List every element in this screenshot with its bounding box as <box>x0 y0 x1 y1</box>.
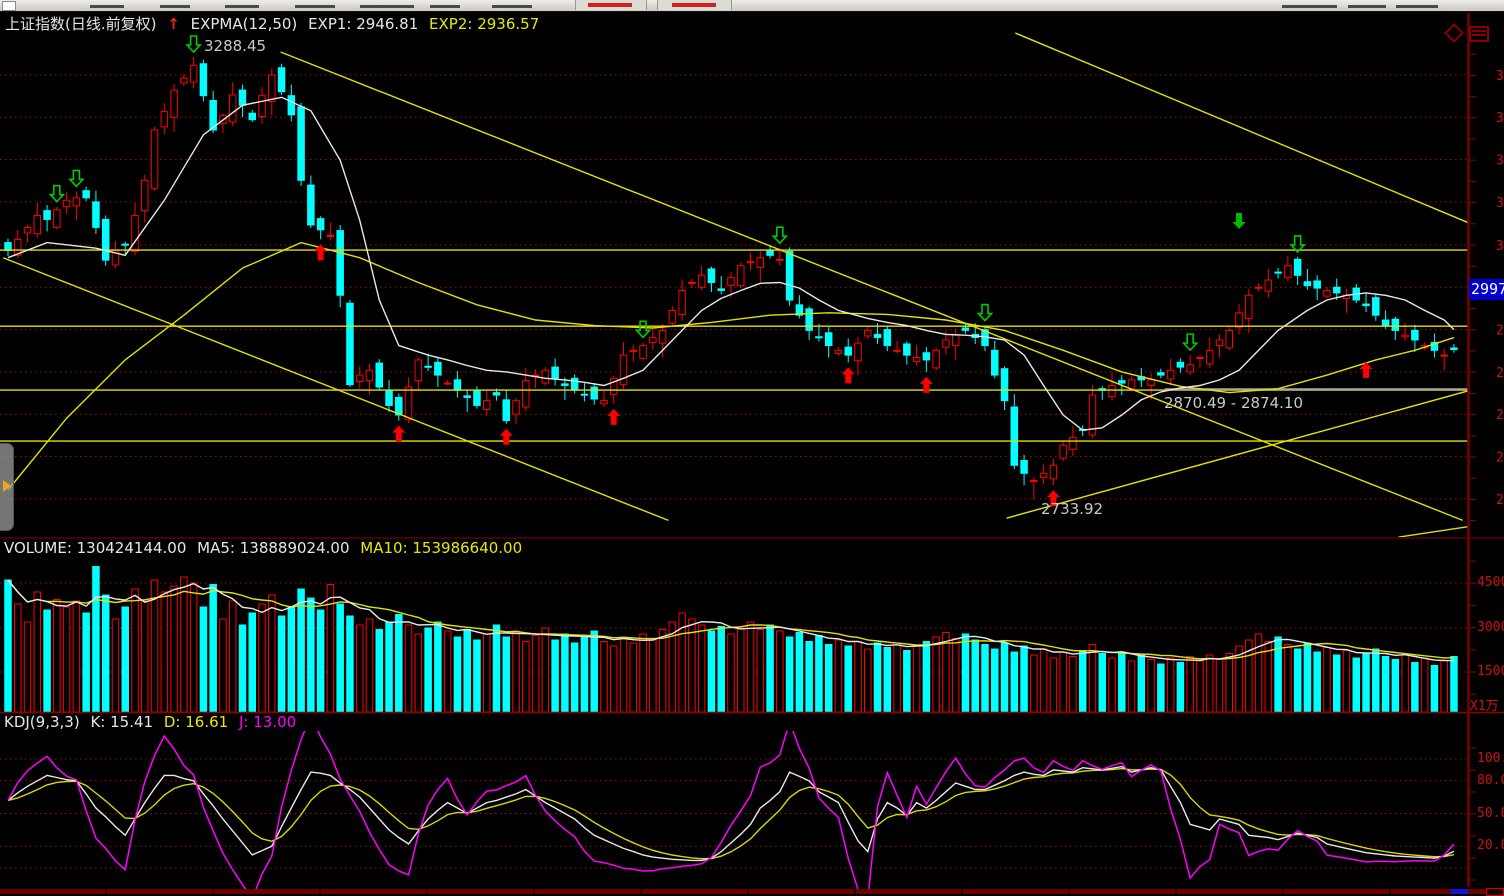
volume-pane-header: VOLUME: 130424144.00 MA5: 138889024.00 M… <box>4 539 528 557</box>
pane-layout-icon[interactable] <box>1469 26 1489 42</box>
kdj-indicator-name[interactable]: KDJ(9,3,3) <box>4 713 80 731</box>
exp1-value: EXP1: 2946.81 <box>308 15 419 33</box>
menu-item[interactable] <box>1348 5 1386 8</box>
volume-unit-label: X1万 <box>1470 699 1499 714</box>
svg-text:2788.00: 2788.00 <box>1496 451 1504 466</box>
indicator-name[interactable]: EXPMA(12,50) <box>190 15 298 33</box>
menu-item[interactable] <box>492 5 532 8</box>
menu-item[interactable] <box>1282 5 1337 8</box>
svg-text:3053.00: 3053.00 <box>1496 239 1504 254</box>
expand-right-icon <box>3 480 11 492</box>
volume-axis-label: 30000 <box>1477 620 1504 635</box>
svg-text:3160.00: 3160.00 <box>1496 154 1504 169</box>
volume-axis-label: 15000 <box>1477 664 1504 679</box>
svg-text:3266.00: 3266.00 <box>1496 69 1504 84</box>
time-axis-end-box <box>1486 888 1504 896</box>
menu-item[interactable] <box>295 5 335 8</box>
menu-item[interactable] <box>430 5 460 8</box>
kdj-d-value: D: 16.61 <box>163 713 229 731</box>
volume-value: VOLUME: 130424144.00 <box>4 539 187 557</box>
kdj-axis-label: 50.00 <box>1477 806 1504 821</box>
svg-text:2841.00: 2841.00 <box>1496 408 1504 423</box>
range-price-label: 2870.49 - 2874.10 <box>1164 394 1304 412</box>
volume-axis-label: 45000 <box>1477 575 1504 590</box>
volume-ma5: MA5: 138889024.00 <box>197 539 350 557</box>
svg-text:3213.00: 3213.00 <box>1496 111 1504 126</box>
main-pane-header: 上证指数(日线.前复权) ↑ EXPMA(12,50) EXP1: 2946.8… <box>5 13 545 34</box>
toolbar-button-red-1[interactable] <box>575 0 647 10</box>
menu-item[interactable] <box>90 5 124 8</box>
time-axis-marker <box>1451 889 1468 894</box>
kdj-axis-label: 20.00 <box>1477 838 1504 853</box>
left-panel-handle[interactable] <box>0 443 14 531</box>
app-logo-icon <box>2 1 16 11</box>
svg-text:2735.00: 2735.00 <box>1496 493 1504 508</box>
svg-text:2947.00: 2947.00 <box>1496 324 1504 339</box>
low-price-label: 2733.92 <box>1041 500 1104 518</box>
peak-price-label: 3288.45 <box>204 37 267 55</box>
menu-toolbar[interactable] <box>0 0 1504 12</box>
kdj-j-value: J: 13.00 <box>238 713 297 731</box>
time-axis-bar[interactable] <box>0 889 1504 894</box>
security-title: 上证指数(日线.前复权) <box>5 15 157 33</box>
menu-item[interactable] <box>225 5 259 8</box>
current-price-tag: 2997 <box>1469 279 1504 300</box>
kdj-axis-label: 80.00 <box>1477 773 1504 788</box>
kdj-pane-header: KDJ(9,3,3) K: 15.41 D: 16.61 J: 13.00 <box>4 713 302 731</box>
svg-text:3107.00: 3107.00 <box>1496 196 1504 211</box>
kdj-axis-label: 100.00 <box>1477 751 1504 766</box>
kdj-k-value: K: 15.41 <box>90 713 154 731</box>
svg-text:2894.00: 2894.00 <box>1496 366 1504 381</box>
menu-item[interactable] <box>160 5 190 8</box>
volume-ma10: MA10: 153986640.00 <box>360 539 523 557</box>
signal-up-arrow-icon: ↑ <box>167 15 180 33</box>
toolbar-button-red-2[interactable] <box>657 0 732 10</box>
menu-item[interactable] <box>1396 5 1438 8</box>
exp2-value: EXP2: 2936.57 <box>429 15 540 33</box>
menu-item[interactable] <box>360 5 414 8</box>
